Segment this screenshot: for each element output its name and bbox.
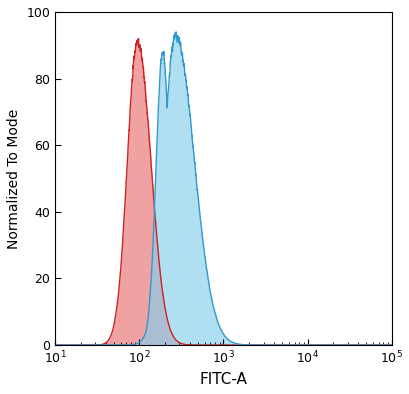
Y-axis label: Normalized To Mode: Normalized To Mode <box>7 108 21 249</box>
X-axis label: FITC-A: FITC-A <box>199 372 247 387</box>
